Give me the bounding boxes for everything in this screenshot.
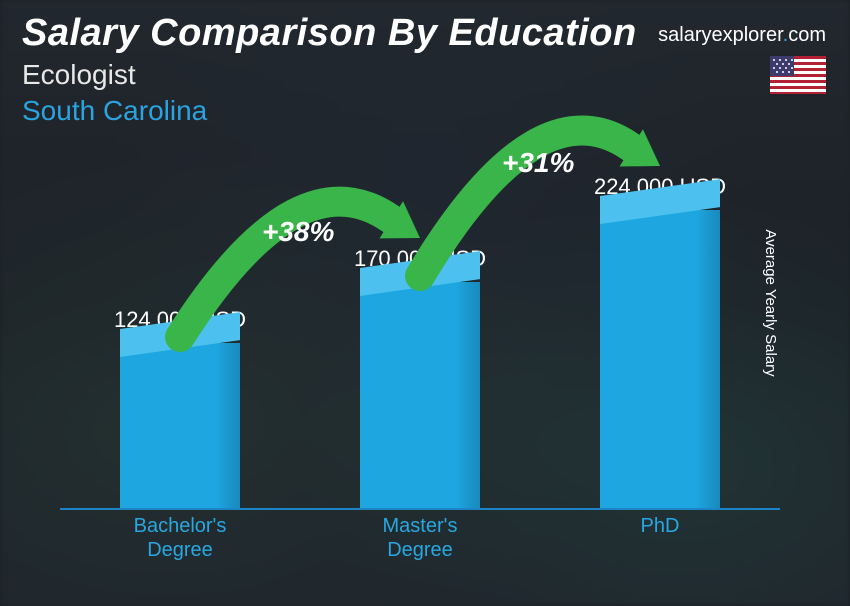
bar-group: 170,000 USD	[320, 246, 520, 508]
increase-label: +31%	[502, 147, 574, 179]
bar-front-face	[600, 210, 720, 508]
x-axis-label: Master'sDegree	[320, 514, 520, 566]
brand-post: com	[788, 24, 826, 46]
x-axis-label: PhD	[560, 514, 760, 566]
job-title: Ecologist	[22, 59, 828, 91]
bar-chart: 124,000 USD170,000 USD224,000 USD Bachel…	[60, 170, 780, 566]
location: South Carolina	[22, 95, 828, 127]
flag-icon	[770, 56, 826, 94]
bar-group: 224,000 USD	[560, 174, 760, 508]
bar-front-face	[120, 343, 240, 508]
chart-baseline	[60, 508, 780, 510]
brand-text: salaryexplorer.com	[658, 24, 826, 47]
increase-label: +38%	[262, 216, 334, 248]
bar	[600, 210, 720, 508]
brand-pre: salaryexplorer	[658, 24, 783, 46]
bar-front-face	[360, 282, 480, 508]
x-axis-label: Bachelor'sDegree	[80, 514, 280, 566]
bars-container: 124,000 USD170,000 USD224,000 USD	[60, 170, 780, 508]
y-axis-label: Average Yearly Salary	[762, 229, 779, 376]
bar	[120, 343, 240, 508]
bar-group: 124,000 USD	[80, 307, 280, 508]
bar	[360, 282, 480, 508]
x-labels: Bachelor'sDegree Master'sDegree PhD	[60, 514, 780, 566]
